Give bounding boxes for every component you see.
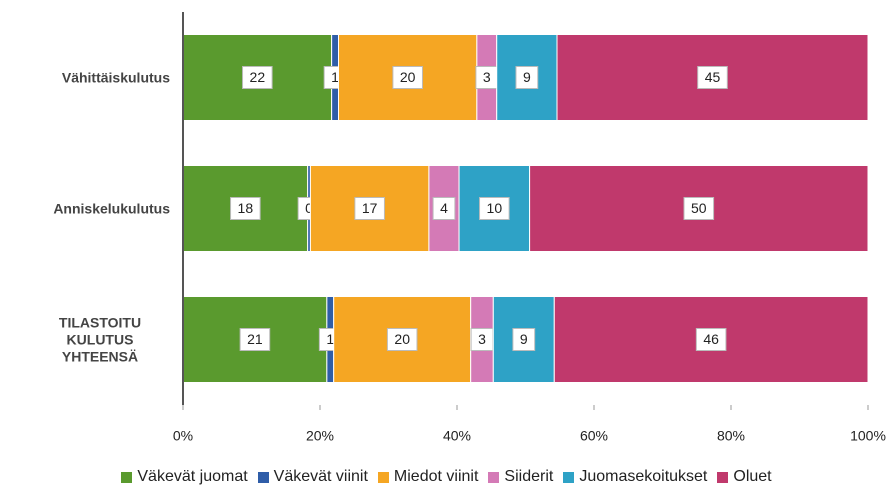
data-label-text: 50 — [691, 200, 707, 216]
legend-swatch — [257, 471, 269, 483]
data-label-text: 9 — [520, 331, 528, 347]
legend-swatch — [488, 471, 500, 483]
legend-item: Juomasekoitukset — [563, 468, 707, 486]
data-label-text: 18 — [238, 200, 254, 216]
data-label: 20 — [392, 66, 423, 89]
data-label: 20 — [386, 328, 418, 351]
data-label-text: 3 — [478, 331, 486, 347]
data-label-box — [515, 66, 539, 89]
legend-swatch — [377, 471, 389, 483]
data-label-box — [432, 197, 456, 220]
data-label-text: 9 — [523, 69, 531, 85]
data-label-text: 45 — [705, 69, 721, 85]
legend-swatch — [717, 471, 729, 483]
category-text: Anniskelukulutus — [53, 200, 170, 216]
data-label-box — [695, 328, 727, 351]
category-text: Vähittäiskulutus — [61, 69, 170, 85]
data-label-text: 20 — [394, 331, 410, 347]
data-label-box — [354, 197, 385, 220]
data-label-box — [386, 328, 418, 351]
data-label: 3 — [470, 328, 494, 351]
legend-label: Juomasekoitukset — [579, 468, 708, 485]
data-label-box — [683, 197, 715, 220]
data-label-text: 17 — [362, 200, 378, 216]
legend-label: Väkevät juomat — [137, 468, 248, 485]
x-tick-label: 20% — [306, 428, 334, 444]
data-label: 21 — [239, 328, 271, 351]
legend-label: Oluet — [733, 468, 772, 485]
legend-item: Miedot viinit — [377, 468, 479, 486]
data-label-text: 4 — [440, 200, 448, 216]
x-tick-label: 60% — [580, 428, 608, 444]
category-label: Anniskelukulutus — [0, 200, 170, 217]
data-label: 45 — [697, 66, 728, 89]
data-label: 50 — [683, 197, 715, 220]
legend-swatch — [121, 471, 133, 483]
x-tick-label: 80% — [717, 428, 745, 444]
legend-label: Siiderit — [504, 468, 554, 485]
data-label-text: 46 — [703, 331, 719, 347]
data-label-text: 3 — [483, 69, 491, 85]
data-label: 18 — [230, 197, 261, 220]
legend-item: Väkevät viinit — [257, 468, 368, 486]
data-label: 46 — [695, 328, 727, 351]
legend-swatch — [563, 471, 575, 483]
data-label-text: 22 — [250, 69, 266, 85]
category-text: TILASTOITU KULUTUS YHTEENSÄ — [58, 314, 142, 364]
legend-label: Väkevät viinit — [273, 468, 368, 485]
category-label: TILASTOITU KULUTUS YHTEENSÄ — [0, 314, 170, 365]
legend-item: Siiderit — [488, 468, 553, 486]
legend-item: Oluet — [717, 468, 772, 486]
data-label: 22 — [242, 66, 273, 89]
x-tick-label: 0% — [173, 428, 193, 444]
data-label-box — [239, 328, 271, 351]
data-label-text: 0 — [305, 200, 313, 216]
data-label: 3 — [475, 66, 499, 89]
legend: Väkevät juomat Väkevät viinit Miedot viini… — [0, 468, 893, 486]
data-label: 9 — [512, 328, 536, 351]
data-label-box — [512, 328, 536, 351]
data-label-box — [392, 66, 423, 89]
x-tick-label: 100% — [850, 428, 886, 444]
data-label: 17 — [354, 197, 385, 220]
data-label-text: 1 — [326, 331, 334, 347]
data-label-box — [242, 66, 273, 89]
data-label-text: 1 — [331, 69, 339, 85]
data-label-text: 21 — [247, 331, 263, 347]
data-label: 10 — [479, 197, 510, 220]
data-label-box — [479, 197, 510, 220]
legend-label: Miedot viinit — [393, 468, 479, 485]
legend-item: Väkevät juomat — [121, 468, 248, 486]
data-label-text: 20 — [400, 69, 416, 85]
data-label: 9 — [515, 66, 539, 89]
category-label: Vähittäiskulutus — [0, 69, 170, 86]
data-label-box — [230, 197, 261, 220]
data-label-text: 10 — [487, 200, 503, 216]
x-tick-label: 40% — [443, 428, 471, 444]
data-label-box — [697, 66, 728, 89]
data-label: 4 — [432, 197, 456, 220]
